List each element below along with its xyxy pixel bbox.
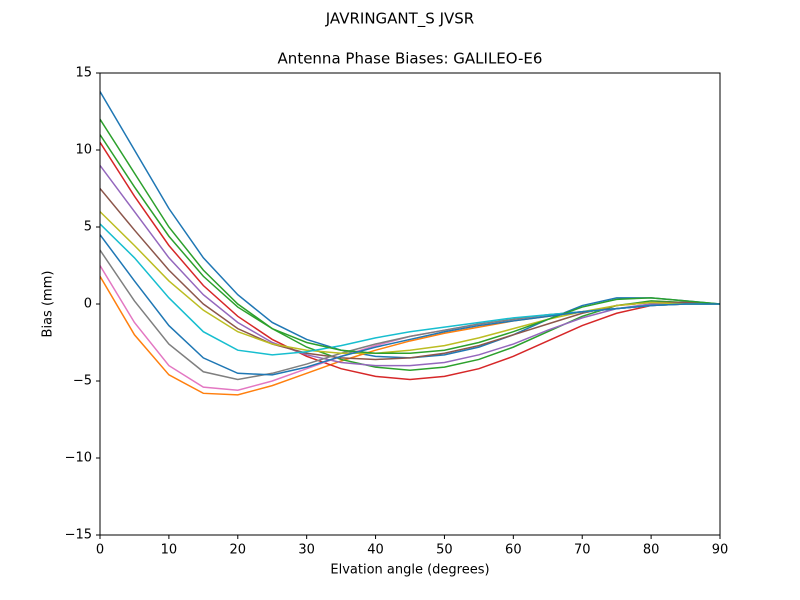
y-tick-label: 10	[75, 143, 92, 158]
y-tick-label: −15	[65, 528, 92, 543]
x-tick-label: 80	[643, 543, 660, 558]
y-tick-label: −10	[65, 451, 92, 466]
x-tick-label: 90	[712, 543, 729, 558]
x-axis-label: Elvation angle (degrees)	[330, 563, 489, 578]
chart-title: Antenna Phase Biases: GALILEO-E6	[278, 50, 543, 68]
x-tick-label: 40	[367, 543, 384, 558]
x-tick-label: 60	[505, 543, 522, 558]
y-tick-label: 0	[84, 297, 92, 312]
x-tick-label: 10	[161, 543, 178, 558]
data-line	[100, 141, 720, 381]
y-tick-label: 15	[75, 66, 92, 81]
suptitle: JAVRINGANT_S JVSR	[325, 10, 474, 29]
data-line	[100, 234, 720, 376]
x-tick-label: 70	[574, 543, 591, 558]
y-tick-label: −5	[73, 374, 92, 389]
x-tick-label: 0	[96, 543, 104, 558]
y-tick-label: 5	[84, 220, 92, 235]
y-axis-label: Bias (mm)	[41, 271, 56, 338]
x-tick-label: 50	[436, 543, 453, 558]
x-tick-label: 20	[230, 543, 247, 558]
lines	[100, 91, 720, 396]
data-line	[100, 134, 720, 355]
x-tick-label: 30	[298, 543, 315, 558]
data-line	[100, 211, 720, 355]
